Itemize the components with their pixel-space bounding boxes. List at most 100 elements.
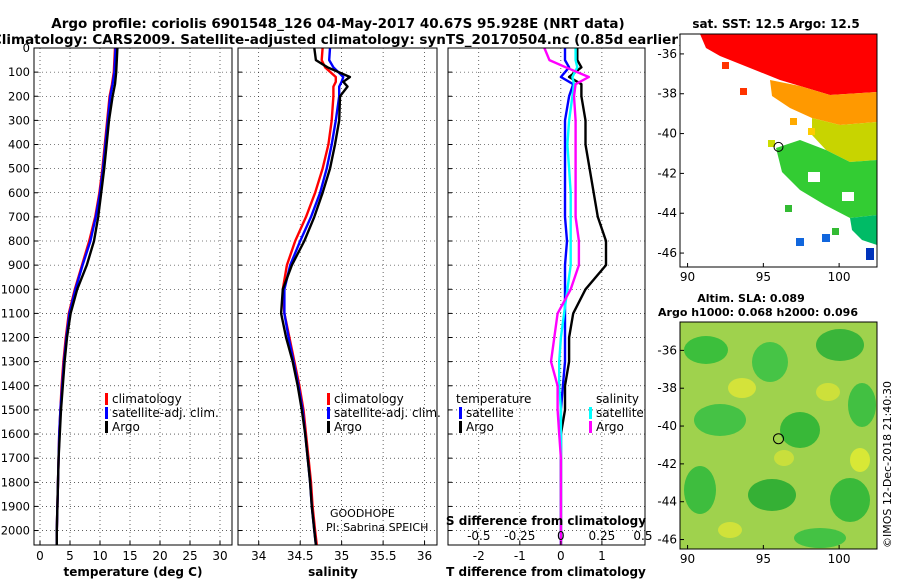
s-difference-ticks: -0.5 -0.25 0 0.25 0.5 [467, 529, 652, 543]
map-lon-tick-label: 100 [828, 270, 851, 284]
sla-anomaly [684, 466, 716, 514]
pressure-tick-label: 1500 [1, 403, 30, 417]
legend-swatch-argo [105, 421, 108, 433]
legend-title-temperature: temperature [456, 392, 531, 406]
pressure-tick-label: 1400 [1, 379, 30, 393]
legend-label-climatology: climatology [112, 392, 182, 406]
map-lon-tick-label: 95 [756, 552, 771, 566]
sst-white-gap [808, 172, 820, 182]
map-lon-tick-label: 90 [680, 270, 695, 284]
series-line-climatology [55, 47, 117, 545]
legend-label-t-satellite: satellite [466, 406, 514, 420]
pressure-tick-label: 800 [8, 234, 30, 248]
sst-map-frame [679, 33, 878, 268]
salinity-grid [238, 47, 437, 545]
sst-pixel [768, 140, 775, 147]
s-diff-tick-label: 0.25 [589, 529, 616, 543]
sst-warm-region [700, 34, 877, 95]
figure-title-line1: Argo profile: coriolis 6901548_126 04-Ma… [51, 16, 624, 32]
temperature-grid [34, 47, 232, 545]
x-tick-label: -2 [473, 549, 485, 563]
series-line-s-argo [543, 47, 590, 545]
x-tick-label: -1 [514, 549, 526, 563]
legend-swatch-t-argo [459, 421, 462, 433]
temperature-panel: 0100200300400500600700800900100011001200… [1, 41, 233, 579]
pressure-tick-label: 1700 [1, 451, 30, 465]
s-diff-tick-label: -0.25 [504, 529, 535, 543]
pressure-tick-label: 1000 [1, 282, 30, 296]
map-lat-tick-label: -36 [657, 343, 677, 357]
sst-pixel [790, 118, 797, 125]
sst-lon-ticks: 90 95 100 [680, 263, 851, 284]
legend-label-s-satellite: satellite [596, 406, 644, 420]
sla-map-frame [679, 321, 878, 550]
map-lat-tick-label: -38 [657, 87, 677, 101]
pressure-tick-label: 900 [8, 258, 30, 272]
x-tick-label: 1 [598, 549, 606, 563]
series-line-satellite-adj-clim- [283, 47, 345, 546]
legend-swatch-satellite [105, 407, 108, 419]
legend-label-s-argo: Argo [596, 420, 624, 434]
sst-pixel [808, 128, 815, 135]
sla-map: Altim. SLA: 0.089 Argo h1000: 0.068 h200… [657, 292, 878, 566]
map-lat-tick-label: -44 [657, 495, 677, 509]
map-lat-tick-label: -42 [657, 457, 677, 471]
legend-label-argo: Argo [112, 420, 140, 434]
series-line-argo [279, 47, 352, 546]
legend-label-climatology: climatology [334, 392, 404, 406]
salinity-xlabel: salinity [308, 565, 358, 579]
sla-argo-position-marker [773, 433, 784, 445]
legend-label-satellite: satellite-adj. clim. [112, 406, 219, 420]
pressure-tick-label: 1800 [1, 475, 30, 489]
sla-anomaly [748, 479, 796, 511]
sst-pixel [832, 228, 839, 235]
x-tick-label: 30 [212, 549, 227, 563]
temperature-xlabel: temperature (deg C) [64, 565, 203, 579]
map-lat-tick-label: -42 [657, 166, 677, 180]
pressure-tick-label: 200 [8, 89, 30, 103]
series-line-satellite-adj-clim- [55, 47, 117, 545]
map-lat-tick-label: -36 [657, 47, 677, 61]
x-tick-label: 0 [36, 549, 44, 563]
temperature-lines [55, 47, 119, 545]
legend-label-argo: Argo [334, 420, 362, 434]
legend-swatch-argo [327, 421, 330, 433]
x-tick-label: 35.5 [370, 549, 397, 563]
t-difference-x-ticks: -2 -1 0 1 [473, 541, 606, 563]
sst-yellow-region [812, 118, 877, 162]
sla-high [774, 450, 794, 466]
pressure-tick-label: 400 [8, 138, 30, 152]
sla-high [816, 383, 840, 401]
sst-teal-region [850, 215, 877, 245]
salinity-legend: climatology satellite-adj. clim. Argo [327, 392, 441, 434]
legend-swatch-satellite [327, 407, 330, 419]
pressure-tick-label: 600 [8, 186, 30, 200]
sst-field [700, 34, 877, 260]
map-lon-tick-label: 100 [828, 552, 851, 566]
sst-map: sat. SST: 12.5 Argo: 12.5 90 95 100 -36 -38… [657, 17, 878, 284]
sla-anomaly [816, 329, 864, 361]
x-tick-label: 15 [122, 549, 137, 563]
sla-lon-ticks: 90 95 100 [680, 545, 851, 566]
pressure-tick-label: 1200 [1, 331, 30, 345]
sst-orange-region [770, 80, 877, 125]
map-lat-tick-label: -46 [657, 246, 677, 260]
temperature-plot-frame [33, 47, 233, 546]
x-tick-label: 34 [251, 549, 266, 563]
map-lat-tick-label: -46 [657, 533, 677, 547]
pressure-tick-label: 1900 [1, 499, 30, 513]
map-lon-tick-label: 95 [756, 270, 771, 284]
map-lat-tick-label: -44 [657, 206, 677, 220]
pressure-tick-label: 1300 [1, 355, 30, 369]
difference-lines [543, 47, 608, 545]
sst-map-title: sat. SST: 12.5 Argo: 12.5 [692, 17, 859, 31]
s-difference-label: S difference from climatology [446, 514, 646, 528]
pressure-tick-label: 100 [8, 65, 30, 79]
t-difference-xlabel: T difference from climatology [446, 565, 646, 579]
figure-title-line2: Climatology: CARS2009. Satellite-adjuste… [0, 32, 684, 48]
salinity-panel: 34 34.5 35 35.5 36 salinity climatology sate… [237, 47, 441, 579]
pressure-tick-label: 2000 [1, 524, 30, 538]
legend-swatch-s-satellite [589, 407, 592, 419]
sla-lat-ticks: -36 -38 -40 -42 -44 -46 [657, 343, 684, 547]
